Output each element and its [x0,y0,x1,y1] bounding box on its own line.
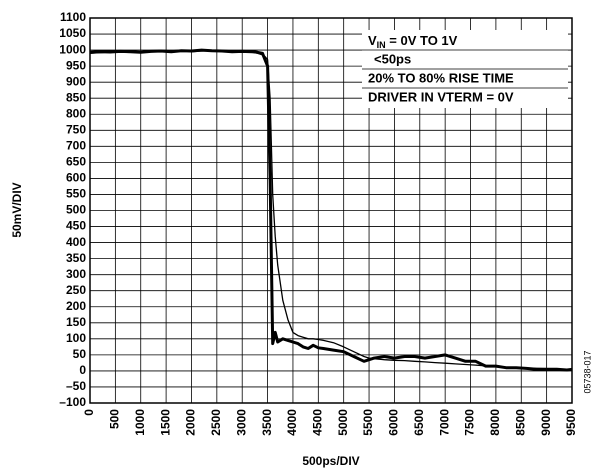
annotation: <50ps [374,51,411,66]
y-tick-label: 350 [66,251,86,265]
y-tick-label: 700 [66,139,86,153]
annotation-sub: IN [377,40,386,50]
x-tick-label: 1500 [158,409,172,436]
x-tick-label: 5000 [336,409,350,436]
y-tick-label: 200 [66,299,86,313]
x-tick-label: 8500 [513,409,527,436]
x-tick-label: 0 [82,409,96,416]
x-tick-label: 7000 [437,409,451,436]
annotation: DRIVER IN VTERM = 0V [368,89,514,104]
y-tick-label: 50 [73,347,87,361]
y-axis-label: 50mV/DIV [10,182,24,237]
y-tick-label: 500 [66,203,86,217]
plot-frame [89,17,573,404]
y-tick-label: 800 [66,106,86,120]
y-tick-label: 450 [66,219,86,233]
x-tick-label: 7500 [463,409,477,436]
x-tick-label: 9000 [539,409,553,436]
y-tick-label: 900 [66,74,86,88]
y-tick-label: 600 [66,171,86,185]
x-tick-label: 2000 [184,409,198,436]
x-tick-label: 5500 [361,409,375,436]
y-tick-label: –50 [66,379,86,393]
y-tick-label: 650 [66,155,86,169]
y-tick-label: 300 [66,267,86,281]
y-tick-label: 1000 [59,42,86,56]
x-tick-label: 6500 [412,409,426,436]
x-tick-label: 3000 [234,409,248,436]
y-tick-label: 950 [66,58,86,72]
x-tick-label: 4000 [285,409,299,436]
y-tick-label: 100 [66,331,86,345]
x-tick-label: 2500 [209,409,223,436]
annotation-part: = 0V TO 1V [386,33,458,48]
y-tick-label: 250 [66,283,86,297]
x-tick-label: 3500 [260,409,274,436]
x-tick-label: 6000 [387,409,401,436]
series-line [89,50,572,370]
y-tick-label: 850 [66,90,86,104]
y-tick-label: 400 [66,235,86,249]
annotation: VIN = 0V TO 1V [368,33,458,50]
annotation: 20% TO 80% RISE TIME [368,70,514,85]
x-axis-label: 500ps/DIV [302,454,359,468]
y-tick-label: 550 [66,187,86,201]
y-tick-label: 1050 [59,26,86,40]
y-tick-label: 750 [66,122,86,136]
x-tick-label: 9500 [564,409,578,436]
figure-id: 05738-017 [582,350,592,393]
x-tick-label: 500 [108,409,122,429]
y-tick-label: 150 [66,315,86,329]
annotation-part: V [368,33,377,48]
x-tick-label: 8000 [488,409,502,436]
x-tick-label: 1000 [133,409,147,436]
y-tick-label: 0 [79,363,86,377]
x-tick-label: 4500 [310,409,324,436]
y-tick-label: –100 [59,395,86,409]
y-tick-label: 1100 [60,10,86,24]
